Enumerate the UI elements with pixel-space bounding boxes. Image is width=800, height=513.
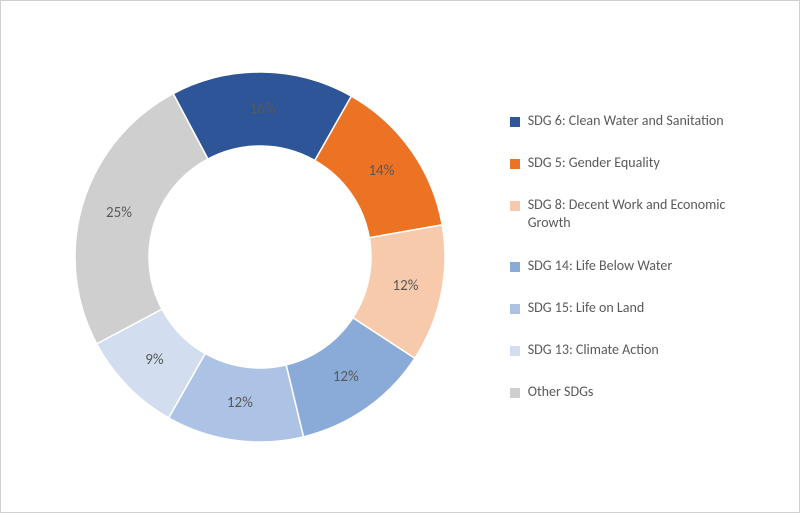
legend-label: SDG 15: Life on Land — [528, 299, 645, 317]
legend-item: SDG 13: Climate Action — [510, 341, 779, 359]
slice-value-label: 16% — [250, 100, 276, 118]
slice-value-label: 12% — [227, 394, 253, 412]
legend-swatch — [510, 201, 520, 211]
slice-value-label: 25% — [106, 204, 132, 222]
legend-item: SDG 5: Gender Equality — [510, 154, 779, 172]
legend-swatch — [510, 159, 520, 169]
donut-slice — [75, 93, 208, 343]
legend-swatch — [510, 262, 520, 272]
legend-item: SDG 14: Life Below Water — [510, 257, 779, 275]
legend-item: Other SDGs — [510, 383, 779, 401]
legend-swatch — [510, 304, 520, 314]
legend-label: Other SDGs — [528, 383, 594, 401]
legend-swatch — [510, 346, 520, 356]
chart-container: 16% 14% 12% 12% 12% 9% 25% SDG 6: Clean Water … — [0, 0, 800, 513]
legend-item: SDG 15: Life on Land — [510, 299, 779, 317]
legend-label: SDG 8: Decent Work and Economic Growth — [528, 196, 748, 232]
legend-swatch — [510, 388, 520, 398]
legend-label: SDG 13: Climate Action — [528, 341, 659, 359]
legend-item: SDG 6: Clean Water and Sanitation — [510, 112, 779, 130]
slice-value-label: 12% — [393, 277, 419, 295]
slice-value-label: 12% — [333, 368, 359, 386]
legend-swatch — [510, 117, 520, 127]
donut-chart: 16% 14% 12% 12% 12% 9% 25% — [21, 22, 500, 492]
legend: SDG 6: Clean Water and Sanitation SDG 5: … — [500, 112, 779, 402]
legend-label: SDG 6: Clean Water and Sanitation — [528, 112, 724, 130]
slice-value-label: 9% — [145, 351, 163, 369]
slice-value-label: 14% — [368, 162, 394, 180]
legend-label: SDG 14: Life Below Water — [528, 257, 673, 275]
legend-label: SDG 5: Gender Equality — [528, 154, 660, 172]
legend-item: SDG 8: Decent Work and Economic Growth — [510, 196, 779, 232]
